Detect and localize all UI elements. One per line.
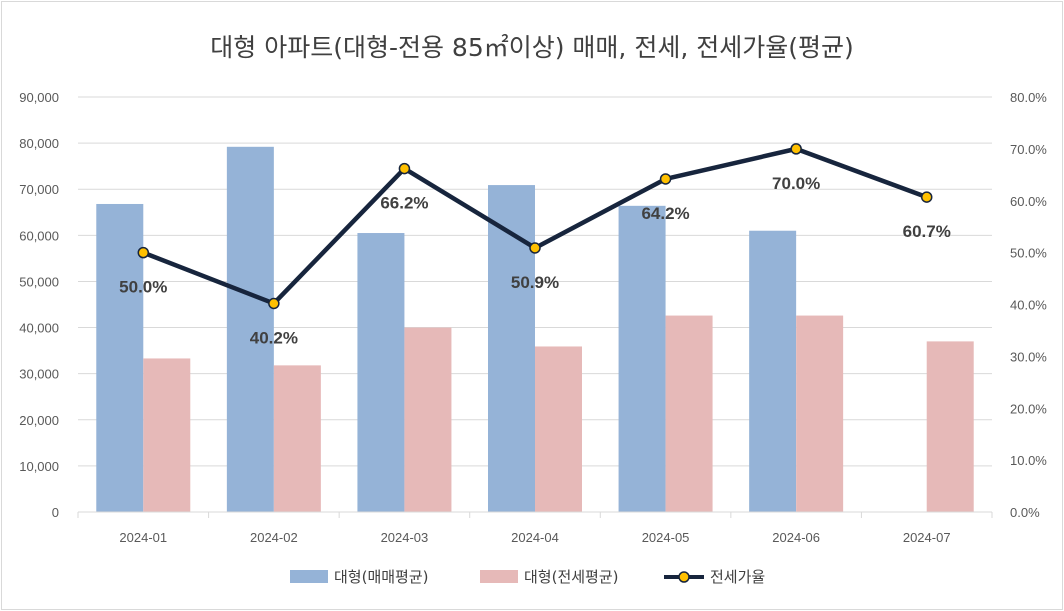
- bar-sale: [96, 203, 144, 512]
- left-tick-label: 90,000: [19, 90, 59, 105]
- x-tick-label: 2024-06: [772, 530, 820, 545]
- ratio-point: [659, 173, 672, 185]
- left-tick-label: 0: [52, 505, 59, 520]
- bar-sale: [488, 185, 535, 513]
- left-tick-label: 80,000: [19, 136, 59, 151]
- bar-jeonse: [273, 365, 321, 512]
- data-labels: 50.0% 40.2% 66.2% 50.9% 64.2% 70.0% 60.7%: [119, 174, 951, 348]
- left-tick-label: 50,000: [19, 274, 59, 289]
- left-tick-label: 40,000: [19, 321, 59, 336]
- ratio-data-label: 66.2%: [380, 194, 428, 213]
- bar-sale: [357, 233, 405, 512]
- right-tick-label: 10.0%: [1010, 453, 1047, 468]
- legend-label: 대형(매매평균): [334, 568, 429, 586]
- legend-swatch: [480, 570, 518, 583]
- right-tick-label: 0.0%: [1010, 505, 1040, 520]
- ratio-data-label: 50.9%: [511, 273, 559, 292]
- ratio-data-label: 64.2%: [641, 204, 689, 223]
- x-axis: 2024-01 2024-02 2024-03 2024-04 2024-05 2024-…: [77, 511, 993, 545]
- left-tick-label: 60,000: [19, 228, 59, 243]
- left-tick-label: 20,000: [19, 413, 59, 428]
- right-tick-label: 70.0%: [1010, 142, 1047, 157]
- x-tick-label: 2024-07: [903, 530, 951, 545]
- x-tick-label: 2024-02: [250, 530, 298, 545]
- bar-sale: [226, 146, 274, 513]
- legend-swatch: [290, 570, 328, 583]
- left-axis-ticks: 0 10,000 20,000 30,000 40,000 50,000 60,000 70,…: [19, 90, 59, 520]
- right-tick-label: 80.0%: [1010, 90, 1047, 105]
- ratio-point: [920, 191, 933, 203]
- ratio-point: [268, 297, 280, 310]
- bar-jeonse: [926, 341, 974, 512]
- ratio-data-label: 60.7%: [903, 222, 951, 241]
- ratio-data-label: 40.2%: [250, 328, 298, 347]
- right-tick-label: 60.0%: [1010, 194, 1047, 209]
- legend-marker: [678, 571, 690, 583]
- right-axis-ticks: 0.0% 10.0% 20.0% 30.0% 40.0% 50.0% 60.0% 70.0% 8…: [1010, 90, 1047, 520]
- ratio-point: [398, 162, 411, 175]
- ratio-line: [137, 143, 933, 310]
- bar-jeonse: [143, 358, 191, 512]
- ratio-data-label: 70.0%: [772, 174, 820, 193]
- bar-sale: [749, 230, 797, 512]
- ratio-point: [529, 242, 541, 254]
- ratio-data-label: 50.0%: [119, 278, 167, 297]
- bar-jeonse: [404, 327, 452, 512]
- right-tick-label: 30.0%: [1010, 349, 1047, 364]
- left-tick-label: 30,000: [19, 367, 59, 382]
- left-tick-label: 70,000: [19, 182, 59, 197]
- legend: 대형(매매평균) 대형(전세평균) 전세가율: [290, 568, 765, 586]
- right-tick-label: 20.0%: [1010, 401, 1047, 416]
- bar-jeonse: [535, 346, 582, 512]
- bar-sale: [618, 205, 666, 513]
- left-tick-label: 10,000: [19, 459, 59, 474]
- bars: [96, 146, 974, 513]
- ratio-point: [137, 246, 150, 259]
- chart-title: 대형 아파트(대형-전용 85㎡이상) 매매, 전세, 전세가율(평균): [210, 33, 854, 62]
- legend-label: 전세가율: [710, 568, 765, 586]
- x-tick-label: 2024-03: [381, 530, 429, 545]
- bar-jeonse: [796, 315, 844, 512]
- bar-jeonse: [665, 315, 713, 512]
- right-tick-label: 40.0%: [1010, 298, 1047, 313]
- x-tick-label: 2024-05: [642, 530, 690, 545]
- ratio-point: [790, 143, 802, 155]
- x-tick-label: 2024-04: [511, 530, 559, 545]
- legend-label: 대형(전세평균): [524, 568, 619, 586]
- x-tick-label: 2024-01: [119, 530, 167, 545]
- right-tick-label: 50.0%: [1010, 246, 1047, 261]
